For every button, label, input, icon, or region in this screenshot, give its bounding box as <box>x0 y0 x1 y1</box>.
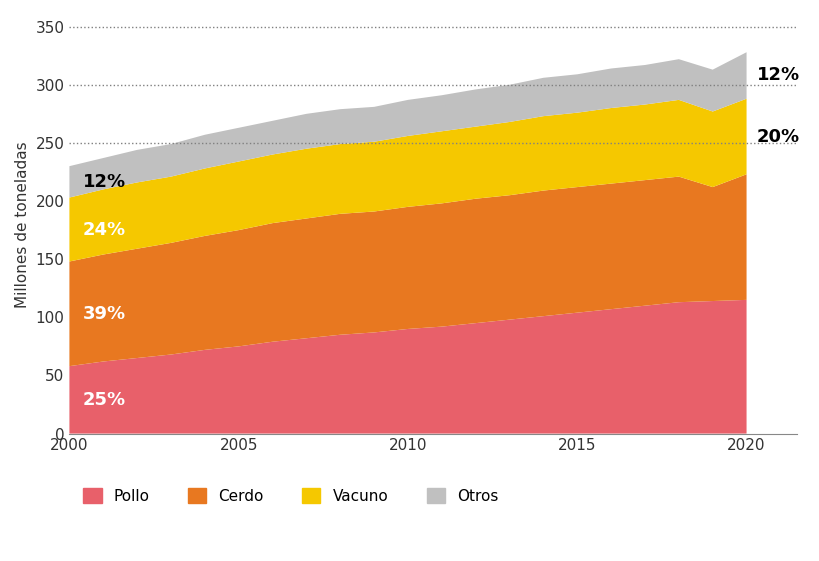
Text: 12%: 12% <box>83 173 126 191</box>
Y-axis label: Millones de toneladas: Millones de toneladas <box>15 141 30 307</box>
Text: 24%: 24% <box>83 220 126 238</box>
Text: 33%: 33% <box>756 228 799 246</box>
Text: 25%: 25% <box>83 391 126 409</box>
Legend: Pollo, Cerdo, Vacuno, Otros: Pollo, Cerdo, Vacuno, Otros <box>77 482 504 509</box>
Text: 39%: 39% <box>83 305 126 323</box>
Text: 12%: 12% <box>756 66 799 85</box>
Text: 20%: 20% <box>756 127 799 145</box>
Text: 35%: 35% <box>756 358 799 376</box>
